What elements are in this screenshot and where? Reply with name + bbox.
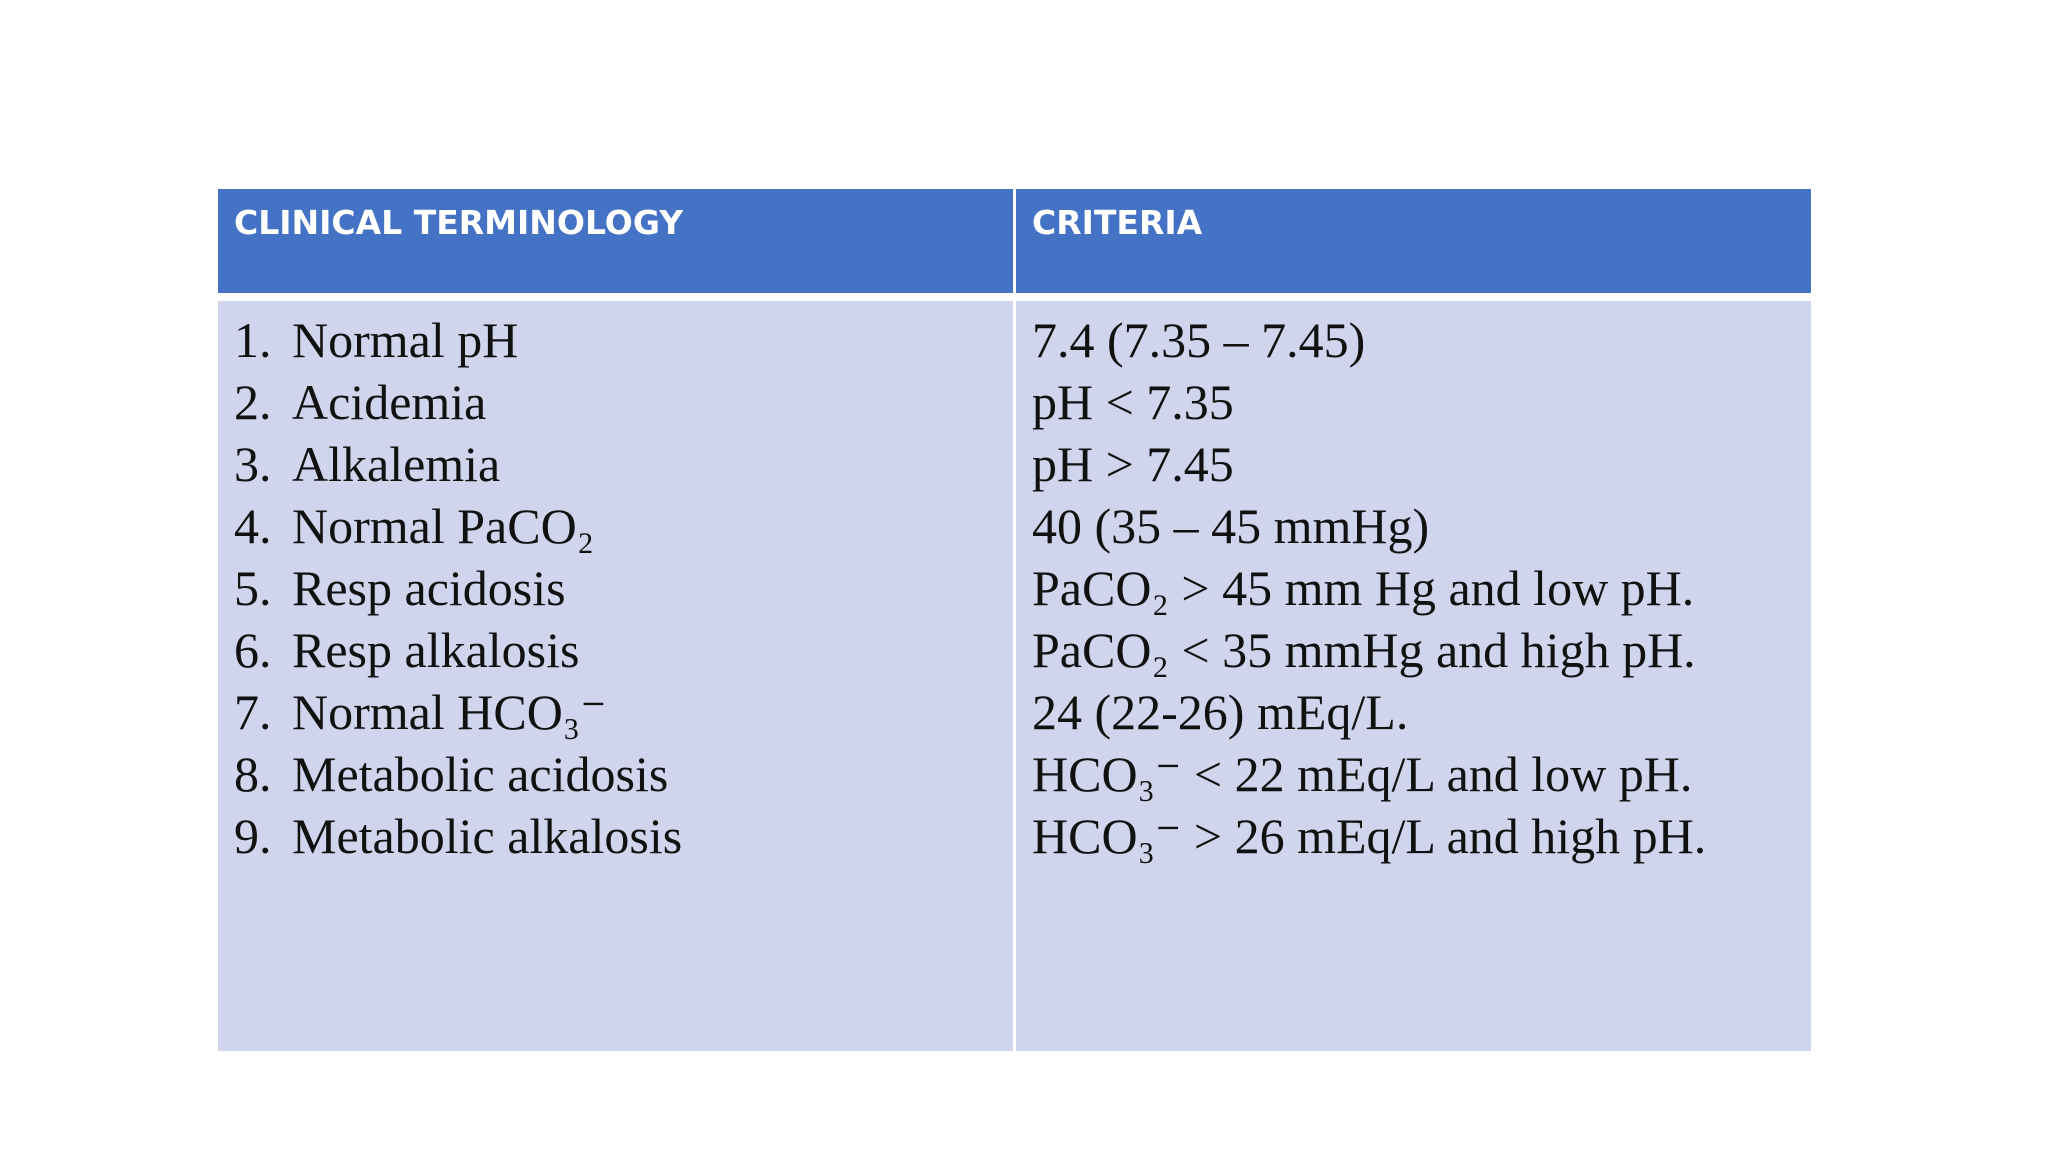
item-number: 7.: [234, 684, 272, 740]
criteria-row: PaCO₂ > 45 mm Hg and low pH.: [1032, 557, 1811, 619]
term-row: 4. Normal PaCO₂: [234, 495, 1013, 557]
criteria-row: 24 (22-26) mEq/L.: [1032, 681, 1811, 743]
term-row: 3. Alkalemia: [234, 433, 1013, 495]
term-row: 8. Metabolic acidosis: [234, 743, 1013, 805]
criteria-row: 40 (35 – 45 mmHg): [1032, 495, 1811, 557]
criteria-row: HCO₃⁻ < 22 mEq/L and low pH.: [1032, 743, 1811, 805]
item-number: 1.: [234, 312, 272, 368]
header-cell: CRITERIA: [1016, 189, 1811, 293]
criteria: 24 (22-26) mEq/L.: [1032, 684, 1409, 740]
term-row: 5. Resp acidosis: [234, 557, 1013, 619]
term-row: 1. Normal pH: [234, 309, 1013, 371]
body-cell: 7.4 (7.35 – 7.45) pH < 7.35 pH > 7.45 40 (3…: [1016, 301, 1811, 1051]
term: Alkalemia: [292, 436, 501, 492]
item-number: 6.: [234, 622, 272, 678]
item-number: 8.: [234, 746, 272, 802]
item-number: 4.: [234, 498, 272, 554]
criteria: 40 (35 – 45 mmHg): [1032, 498, 1430, 554]
term: Metabolic alkalosis: [292, 808, 683, 864]
criteria-row: PaCO₂ < 35 mmHg and high pH.: [1032, 619, 1811, 681]
term-row: 2. Acidemia: [234, 371, 1013, 433]
criteria: PaCO₂ < 35 mmHg and high pH.: [1032, 622, 1696, 678]
criteria-row: HCO₃⁻ > 26 mEq/L and high pH.: [1032, 805, 1811, 867]
term-row: 6. Resp alkalosis: [234, 619, 1013, 681]
criteria: PaCO₂ > 45 mm Hg and low pH.: [1032, 560, 1695, 616]
criteria: HCO₃⁻ < 22 mEq/L and low pH.: [1032, 746, 1693, 802]
term-row: 7. Normal HCO₃⁻: [234, 681, 1013, 743]
term: Normal HCO₃⁻: [292, 684, 607, 740]
criteria: 7.4 (7.35 – 7.45): [1032, 312, 1366, 368]
criteria: pH < 7.35: [1032, 374, 1234, 430]
term: Metabolic acidosis: [292, 746, 669, 802]
header-cell: CLINICAL TERMINOLOGY: [218, 189, 1013, 293]
term-row: 9. Metabolic alkalosis: [234, 805, 1013, 867]
criteria: HCO₃⁻ > 26 mEq/L and high pH.: [1032, 808, 1707, 864]
term: Resp acidosis: [292, 560, 566, 616]
criteria: pH > 7.45: [1032, 436, 1234, 492]
term: Normal PaCO₂: [292, 498, 595, 554]
term: Normal pH: [292, 312, 519, 368]
criteria-row: pH < 7.35: [1032, 371, 1811, 433]
body-cell: 1. Normal pH 2. Acidemia 3. Alkalemia 4. Normal…: [218, 301, 1013, 1051]
item-number: 5.: [234, 560, 272, 616]
term: Acidemia: [292, 374, 487, 430]
item-number: 2.: [234, 374, 272, 430]
item-number: 9.: [234, 808, 272, 864]
term: Resp alkalosis: [292, 622, 580, 678]
criteria-row: pH > 7.45: [1032, 433, 1811, 495]
item-number: 3.: [234, 436, 272, 492]
criteria-row: 7.4 (7.35 – 7.45): [1032, 309, 1811, 371]
